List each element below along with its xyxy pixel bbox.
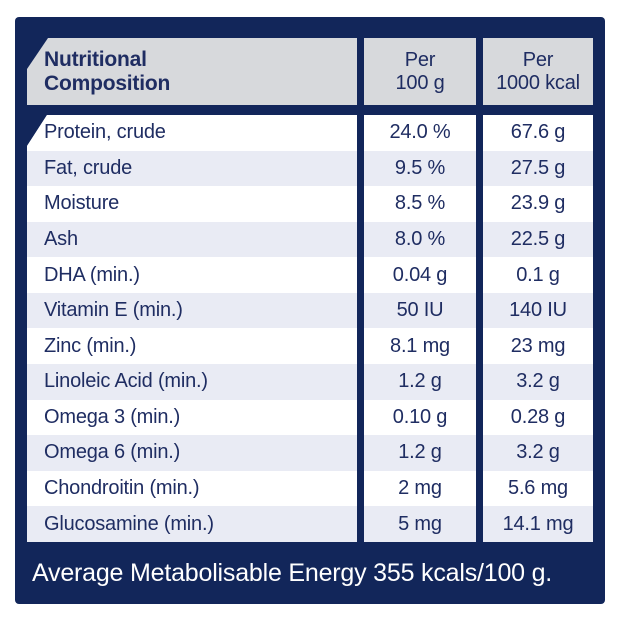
nutrition-panel: Nutritional Composition Per 100 g Per 10…	[15, 17, 605, 604]
table-row: Omega 3 (min.) 0.10 g 0.28 g	[27, 399, 593, 436]
value-per-100g: 2 mg	[398, 477, 442, 500]
value-per-1000kcal: 3.2 g	[516, 370, 560, 393]
table-row: Omega 6 (min.) 1.2 g 3.2 g	[27, 435, 593, 471]
value-per-1000kcal: 67.6 g	[510, 121, 566, 144]
value-per-100g: 8.1 mg	[390, 334, 450, 357]
table-row: Zinc (min.) 8.1 mg 23 mg	[27, 328, 593, 365]
table-row: Glucosamine (min.) 5 mg 14.1 mg	[27, 506, 593, 542]
value-per-100g: 0.04 g	[392, 263, 448, 286]
nutrient-label: Linoleic Acid (min.)	[44, 370, 208, 393]
table-row: Linoleic Acid (min.) 1.2 g 3.2 g	[27, 364, 593, 400]
nutrient-label: Fat, crude	[44, 156, 133, 179]
column-header-per-1000kcal-line2: 1000 kcal	[496, 71, 580, 94]
table-title-line1: Nutritional	[44, 47, 147, 71]
nutrient-label: Protein, crude	[44, 121, 166, 144]
value-per-100g: 5 mg	[398, 512, 442, 535]
column-header-per-1000kcal-line1: Per	[522, 48, 554, 71]
nutrient-label: Zinc (min.)	[44, 334, 137, 357]
value-per-1000kcal: 0.28 g	[510, 405, 566, 428]
value-per-1000kcal: 140 IU	[509, 299, 567, 322]
value-per-100g: 50 IU	[396, 299, 444, 322]
value-per-1000kcal: 3.2 g	[516, 441, 560, 464]
nutrient-label: Ash	[44, 228, 78, 251]
column-header-per-100g-line1: Per	[404, 48, 436, 71]
table-row: Protein, crude 24.0 % 67.6 g	[27, 115, 593, 151]
value-per-100g: 8.5 %	[394, 192, 446, 215]
value-per-1000kcal: 0.1 g	[516, 263, 560, 286]
value-per-100g: 0.10 g	[392, 405, 448, 428]
nutrient-label: Moisture	[44, 192, 120, 215]
nutrient-label: Omega 3 (min.)	[44, 405, 181, 428]
table-row: Vitamin E (min.) 50 IU 140 IU	[27, 292, 593, 329]
table-title: Nutritional Composition	[27, 38, 357, 105]
value-per-1000kcal: 27.5 g	[510, 156, 566, 179]
column-header-per-100g-line2: 100 g	[395, 71, 445, 94]
column-divider-1	[357, 38, 364, 542]
value-per-100g: 1.2 g	[398, 370, 442, 393]
table-row: Moisture 8.5 % 23.9 g	[27, 186, 593, 222]
column-header-per-100g: Per 100 g	[364, 38, 476, 105]
table-row: Chondroitin (min.) 2 mg 5.6 mg	[27, 470, 593, 507]
column-header-per-1000kcal: Per 1000 kcal	[483, 38, 593, 105]
value-per-1000kcal: 22.5 g	[510, 228, 566, 251]
table-header: Nutritional Composition Per 100 g Per 10…	[27, 38, 593, 105]
nutrient-label: Chondroitin (min.)	[44, 477, 200, 500]
value-per-100g: 9.5 %	[394, 156, 446, 179]
value-per-1000kcal: 14.1 mg	[502, 512, 574, 535]
value-per-100g: 1.2 g	[398, 441, 442, 464]
value-per-100g: 24.0 %	[389, 121, 451, 144]
column-divider-2	[476, 38, 483, 542]
table-body: Protein, crude 24.0 % 67.6 g Fat, crude …	[27, 115, 593, 542]
energy-footer: Average Metabolisable Energy 355 kcals/1…	[32, 558, 553, 587]
nutrient-label: Omega 6 (min.)	[44, 441, 181, 464]
value-per-1000kcal: 23.9 g	[510, 192, 566, 215]
value-per-1000kcal: 5.6 mg	[508, 477, 568, 500]
table-row: DHA (min.) 0.04 g 0.1 g	[27, 257, 593, 293]
table-title-line2: Composition	[44, 71, 171, 95]
nutrient-label: Glucosamine (min.)	[44, 512, 214, 535]
nutrient-label: DHA (min.)	[44, 263, 140, 286]
table-row: Fat, crude 9.5 % 27.5 g	[27, 150, 593, 187]
value-per-1000kcal: 23 mg	[510, 334, 566, 357]
nutrient-label: Vitamin E (min.)	[44, 299, 183, 322]
value-per-100g: 8.0 %	[394, 228, 446, 251]
table-row: Ash 8.0 % 22.5 g	[27, 221, 593, 258]
